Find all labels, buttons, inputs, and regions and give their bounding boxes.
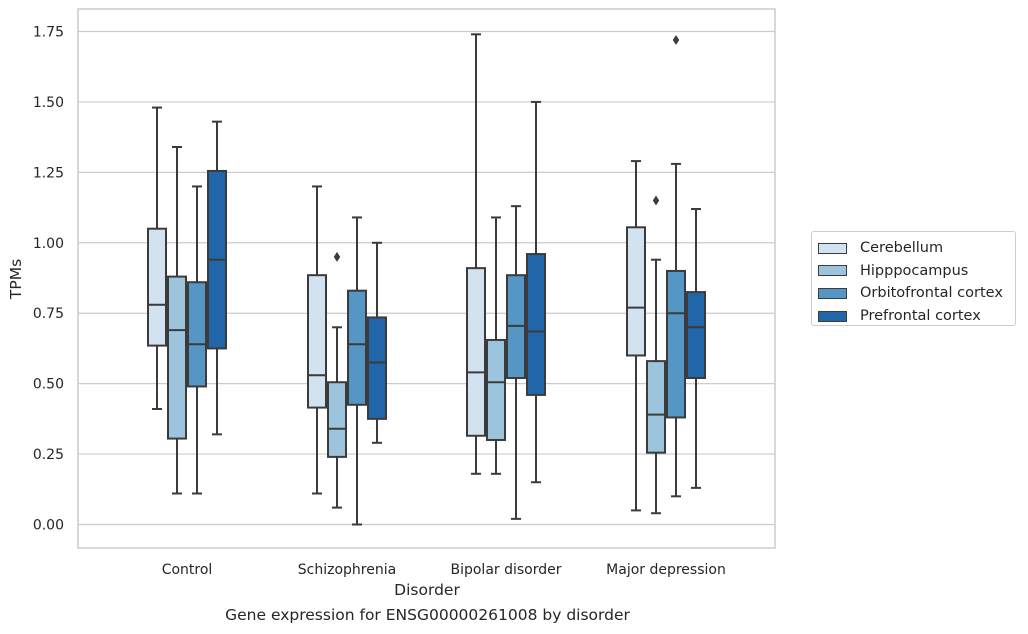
box-orbitofrontal-cortex [666,34,686,498]
x-axis-label: Disorder [394,581,460,599]
iqr-box [646,360,666,454]
legend-swatch [818,242,847,254]
legend-item: Hipppocampus [818,260,1015,283]
iqr-box [187,281,207,388]
legend-label: Orbitofrontal cortex [860,285,1003,302]
box-cerebellum [307,185,327,495]
plot-frame [77,8,776,549]
iqr-box [666,269,686,419]
x-tick-label: Bipolar disorder [450,562,561,578]
box-cerebellum [147,106,167,410]
figure-caption: Gene expression for ENSG00000261008 by d… [225,606,630,624]
y-tick-label: 0.25 [33,447,64,463]
box-orbitofrontal-cortex [347,216,367,526]
legend-item: Prefrontal cortex [818,305,1015,328]
iqr-box [327,381,347,458]
outlier-point [652,195,660,206]
box-hipppocampus [167,146,187,495]
legend-label: Cerebellum [860,240,944,257]
y-tick-label: 0.50 [33,377,64,393]
box-prefrontal-cortex [207,120,227,436]
box-prefrontal-cortex [367,241,387,444]
box-prefrontal-cortex [686,207,706,489]
iqr-box [526,253,546,396]
iqr-box [626,226,646,357]
box-hipppocampus [327,251,347,509]
tick-labels: 0.00 0.25 0.50 0.75 1.00 1.25 1.50 1.75 Control S… [33,25,726,579]
box-orbitofrontal-cortex [187,185,207,495]
legend-label: Prefrontal cortex [860,308,981,325]
iqr-box [367,316,387,420]
legend-swatch [818,287,847,299]
iqr-box [486,338,506,441]
y-tick-label: 1.50 [33,95,64,111]
legend-swatch [818,310,847,322]
legend: Cerebellum Hipppocampus Orbitofrontal cort… [811,231,1016,326]
box-cerebellum [466,33,486,475]
y-tick-label: 0.00 [33,518,64,534]
y-tick-label: 0.75 [33,306,64,322]
outlier-point [333,251,341,262]
iqr-box [167,275,187,440]
y-tick-label: 1.25 [33,165,64,181]
iqr-box [686,291,706,380]
box-orbitofrontal-cortex [506,205,526,520]
legend-swatch [818,265,847,277]
box-prefrontal-cortex [526,100,546,484]
box-layer [147,33,706,526]
plot-border [77,8,776,549]
y-tick-label: 1.00 [33,236,64,252]
iqr-box [307,274,327,409]
iqr-box [347,289,367,406]
iqr-box [466,267,486,437]
legend-item: Cerebellum [818,237,1015,260]
iqr-box [147,227,167,347]
x-tick-label: Control [162,562,213,578]
x-tick-label: Major depression [606,562,726,578]
x-tick-label: Schizophrenia [298,562,396,578]
box-hipppocampus [486,216,506,475]
legend-item: Orbitofrontal cortex [818,282,1015,305]
outlier-point [672,34,680,45]
y-axis-label: TPMs [7,259,25,300]
box-cerebellum [626,160,646,512]
y-tick-label: 1.75 [33,25,64,41]
box-hipppocampus [646,195,666,515]
legend-label: Hipppocampus [860,262,969,279]
